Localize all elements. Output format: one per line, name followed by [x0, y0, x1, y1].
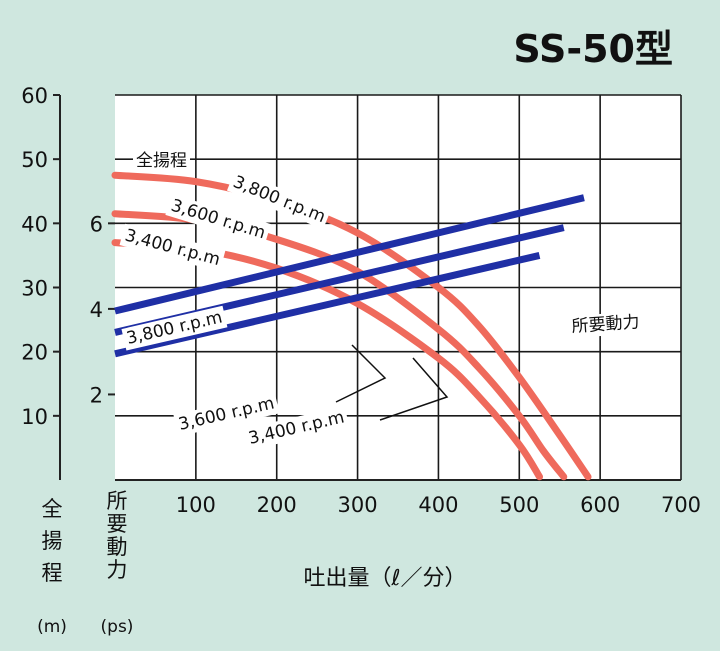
power-rpm-label-3800-bg — [121, 305, 228, 351]
power-label: 所要動力 — [567, 311, 644, 339]
power-tick-label: 2 — [90, 383, 103, 407]
head-rpm-label-3600-bg — [165, 193, 271, 246]
x-tick-label: 700 — [661, 493, 701, 517]
head-axis-label-char: 揚 — [42, 529, 63, 553]
power-label-bg — [567, 311, 644, 339]
head-tick-label: 10 — [21, 405, 48, 429]
x-tick-label: 600 — [580, 493, 620, 517]
head-rpm-label-3400-bg — [119, 223, 226, 272]
power-axis-label: 所要動力 — [107, 489, 128, 582]
power-line-5 — [114, 252, 541, 358]
power-tick-label: 4 — [90, 298, 103, 322]
head-label-bg — [133, 150, 190, 172]
head-axis-label-char: 全 — [42, 497, 63, 521]
head-tick-label: 50 — [21, 148, 48, 172]
head-tick-label: 40 — [21, 212, 48, 236]
power-axis-label-char: 力 — [107, 558, 128, 582]
power-axis-label-char: 要 — [107, 512, 128, 536]
power-axis-ticks: 2 4 6 — [90, 212, 115, 407]
x-tick-label: 200 — [257, 493, 297, 517]
head-curve-0 — [111, 171, 592, 481]
head-tick-label: 60 — [21, 84, 48, 108]
leader-line-3600 — [335, 344, 387, 403]
power-axis-label-char: 所 — [107, 489, 128, 513]
x-tick-label: 400 — [418, 493, 458, 517]
head-axis-label: 全揚程 — [42, 497, 63, 585]
head-axis-label-char: 程 — [42, 561, 63, 585]
head-rpm-label-3800-bg — [226, 170, 332, 230]
power-rpm-label-3400-bg — [243, 405, 350, 451]
head-axis-unit: (m) — [37, 617, 67, 637]
x-tick-label: 500 — [499, 493, 539, 517]
power-rpm-label-3600-bg — [173, 391, 280, 437]
power-line-3 — [114, 194, 585, 315]
leader-line-3400 — [379, 357, 449, 421]
chart-title: SS-50型 — [513, 27, 673, 71]
x-axis-ticks: 100 200 300 400 500 600 700 — [176, 493, 701, 517]
power-label-text: 所要動力 — [571, 312, 640, 337]
x-tick-label: 100 — [176, 493, 216, 517]
head-label: 全揚程 — [133, 150, 190, 172]
head-tick-label: 30 — [21, 277, 48, 301]
head-tick-label: 20 — [21, 341, 48, 365]
head-label-text: 全揚程 — [136, 151, 187, 171]
power-axis-label-char: 動 — [107, 535, 128, 559]
x-tick-label: 300 — [338, 493, 378, 517]
power-tick-label: 6 — [90, 212, 103, 236]
x-axis-label: 吐出量（ℓ／分） — [303, 566, 466, 591]
power-axis-unit: (ps) — [101, 617, 134, 637]
head-axis-ticks: 10 20 30 40 50 60 — [21, 84, 60, 429]
